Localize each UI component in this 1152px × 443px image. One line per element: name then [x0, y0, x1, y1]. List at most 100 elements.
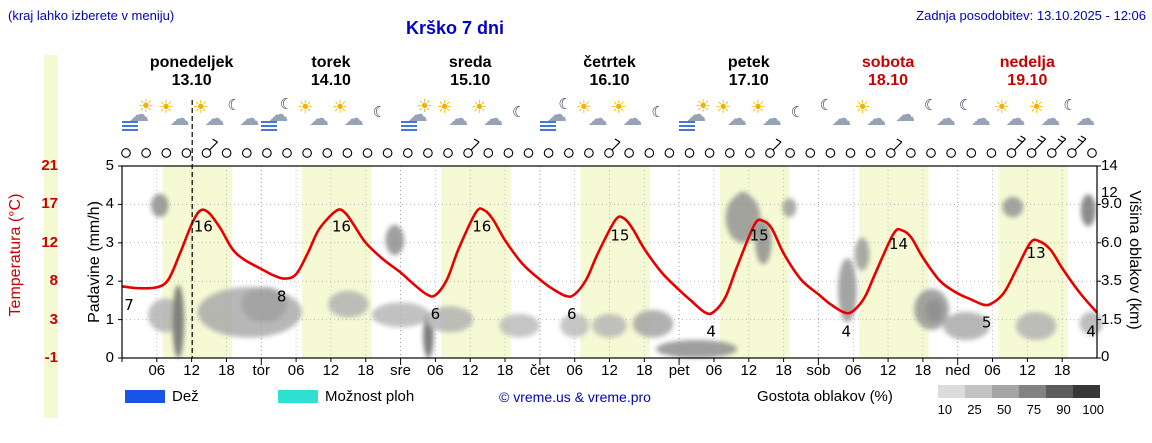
- day-name: nedelja: [999, 54, 1055, 71]
- cloud-icon: ☁: [761, 108, 782, 130]
- svg-text:15: 15: [750, 226, 769, 244]
- cloud-icon: ☁: [1075, 108, 1096, 130]
- weather-icon-night-cloud: ☾ ☁: [923, 96, 958, 146]
- density-swatch-10: [938, 385, 965, 398]
- cloud-icon: ☁: [546, 104, 567, 126]
- precip-tick: 3: [105, 233, 114, 251]
- weather-icon-night-cloud: ☾ ☁: [226, 96, 261, 146]
- svg-text:15: 15: [610, 226, 629, 244]
- last-update-text: Zadnja posodobitev: 13.10.2025 - 12:06: [916, 8, 1146, 23]
- cloud-height-tick: 3.5: [1101, 272, 1122, 290]
- day-name: torek: [311, 54, 351, 71]
- svg-text:16: 16: [472, 218, 491, 236]
- x-axis-label: sre: [390, 362, 411, 379]
- cloud-height-tick: 12: [1101, 183, 1118, 201]
- cloud-density-scale-ticks: 10 25 50 75 90 100: [930, 402, 1108, 417]
- density-swatch-75: [1019, 385, 1046, 398]
- cloud-icon: ☁: [239, 108, 260, 130]
- x-axis-label: 18: [218, 362, 235, 379]
- day-date: 14.10: [310, 72, 351, 89]
- density-tick-label: 75: [1026, 402, 1042, 417]
- temp-tick: 3: [49, 310, 58, 328]
- weather-icon-night-cloud: ☾ ☁: [819, 96, 854, 146]
- svg-text:16: 16: [332, 218, 351, 236]
- day-date: 15.10: [450, 72, 491, 89]
- sun-icon: ☀: [715, 97, 732, 117]
- day-name: sreda: [448, 54, 492, 71]
- moon-icon: ☾: [558, 96, 572, 113]
- weather-icon-partly: ☀ ☁: [1028, 96, 1063, 146]
- cloud-icon: ☁: [587, 108, 608, 130]
- weather-icon-night: ☾: [366, 96, 401, 146]
- density-tick-label: 10: [937, 402, 953, 417]
- weather-icon-night: ☾: [505, 96, 540, 146]
- weather-icon-night-cloud: ☾ ☁: [1062, 96, 1097, 146]
- cloud-icon: ☁: [204, 108, 225, 130]
- x-axis-label: 18: [775, 362, 792, 379]
- sun-icon: ☀: [416, 96, 433, 116]
- cloud-icon: ☁: [448, 108, 469, 130]
- moon-icon: ☾: [227, 97, 241, 114]
- svg-text:5: 5: [982, 314, 992, 332]
- svg-text:8: 8: [277, 288, 287, 306]
- cloud-icon: ☁: [935, 108, 956, 130]
- sun-icon: ☀: [854, 97, 871, 117]
- weather-icon-partly: ☀ ☁: [993, 96, 1028, 146]
- x-axis-label: 06: [984, 362, 1001, 379]
- weather-icon-partly: ☀ ☁: [610, 96, 645, 146]
- weather-icon-rain-sun: ☀ ☁: [400, 96, 436, 146]
- moon-icon: ☾: [1063, 97, 1077, 114]
- day-headers: ponedeljek 13.10 torek 14.10 sreda 15.10 četrt…: [122, 54, 1097, 90]
- cloud-density-scale: [938, 385, 1100, 398]
- weather-icon-rain-sun: ☀ ☁: [679, 96, 714, 146]
- weather-icon-cloud: ☁: [888, 96, 923, 146]
- cloud-icon: ☁: [343, 108, 364, 130]
- x-axis-label: 12: [461, 362, 479, 379]
- sun-icon: ☀: [1028, 97, 1045, 117]
- cloud-icon: ☁: [831, 108, 852, 130]
- moon-icon: ☾: [924, 97, 938, 114]
- x-axis-label: ned: [945, 362, 971, 379]
- weather-icon-night-cloud: ☾ ☁: [958, 96, 993, 146]
- cloud-icon: ☁: [129, 104, 149, 126]
- rain-lines-icon: [400, 121, 417, 131]
- day-header: torek 14.10: [261, 54, 400, 90]
- rain-legend-swatch: [125, 390, 165, 403]
- weather-icon-rain-night: ☾ ☁: [261, 96, 296, 146]
- copyright-link[interactable]: © vreme.us & vreme.pro: [499, 389, 651, 405]
- weather-icon-partly: ☀ ☁: [331, 96, 366, 146]
- density-swatch-25: [965, 385, 992, 398]
- sun-icon: ☀: [575, 97, 592, 117]
- day-header: četrtek 16.10: [540, 54, 679, 90]
- page-title: Krško 7 dni: [405, 18, 505, 38]
- density-swatch-50: [992, 385, 1019, 398]
- day-header: petek 17.10: [679, 54, 818, 90]
- svg-text:4: 4: [706, 322, 716, 340]
- temp-tick: 21: [41, 157, 58, 174]
- cloud-icon: ☁: [970, 108, 991, 130]
- x-axis-label: 12: [1019, 362, 1036, 379]
- cloud-icon: ☁: [895, 104, 916, 126]
- weather-icon-partly: ☀ ☁: [470, 96, 505, 146]
- x-axis-label: 12: [322, 362, 340, 379]
- svg-text:4: 4: [1086, 322, 1096, 340]
- x-axis-label: 12: [879, 362, 897, 379]
- cloud-height-tick: 9.0: [1101, 195, 1122, 213]
- rain-lines-icon: [261, 121, 278, 131]
- cloud-height-tick: 1.5: [1101, 310, 1122, 328]
- precip-tick: 2: [105, 272, 114, 290]
- weather-icon-partly: ☀ ☁: [435, 96, 470, 146]
- moon-icon: ☾: [790, 104, 805, 121]
- svg-text:13: 13: [1027, 244, 1046, 262]
- moon-icon: ☾: [958, 97, 973, 114]
- sun-icon: ☀: [610, 97, 627, 117]
- sun-icon: ☀: [192, 97, 209, 117]
- sun-icon: ☀: [331, 97, 349, 117]
- menu-hint: (kraj lahko izberete v meniju): [8, 8, 175, 23]
- weather-icon-partly: ☀ ☁: [296, 96, 331, 146]
- x-axis-label: 06: [566, 362, 584, 379]
- x-axis-label: tor: [252, 362, 271, 379]
- x-axis-label: čet: [529, 362, 550, 379]
